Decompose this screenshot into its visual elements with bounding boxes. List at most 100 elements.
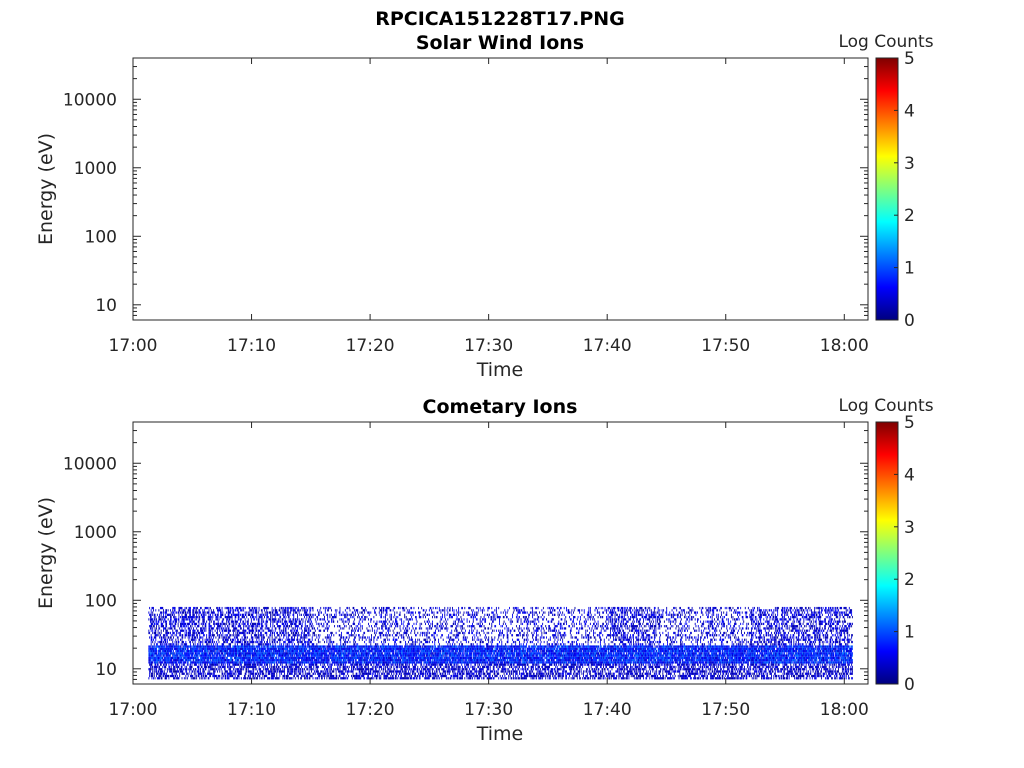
spectrogram-cell xyxy=(174,618,176,621)
spectrogram-cell xyxy=(301,652,303,655)
spectrogram-cell xyxy=(172,611,174,614)
spectrogram-cell xyxy=(191,665,193,669)
spectrogram-cell xyxy=(312,615,314,619)
spectrogram-cell xyxy=(326,627,328,630)
spectrogram-cell xyxy=(304,643,306,646)
spectrogram-cell xyxy=(156,656,158,660)
spectrogram-cell xyxy=(347,668,349,671)
spectrogram-cell xyxy=(210,656,211,660)
spectrogram-cell xyxy=(206,643,208,646)
spectrogram-cell xyxy=(287,661,289,664)
spectrogram-cell xyxy=(340,656,342,660)
spectrogram-cell xyxy=(294,634,295,637)
spectrogram-cell xyxy=(272,677,274,680)
spectrogram-cell xyxy=(200,659,202,662)
spectrogram-cell xyxy=(164,672,166,675)
spectrogram-cell xyxy=(208,665,210,669)
spectrogram-cell xyxy=(342,672,344,675)
spectrogram-cell xyxy=(331,643,333,646)
spectrogram-cell xyxy=(255,649,257,653)
spectrogram-cell xyxy=(203,663,205,666)
spectrogram-cell xyxy=(216,661,218,664)
spectrogram-cell xyxy=(320,618,322,621)
spectrogram-cell xyxy=(290,606,292,610)
spectrogram-cell xyxy=(274,672,275,675)
spectrogram-cell xyxy=(181,629,183,632)
spectrogram-cell xyxy=(274,631,275,635)
spectrogram-cell xyxy=(176,640,178,644)
spectrogram-cell xyxy=(337,670,339,673)
spectrogram-cell xyxy=(225,638,227,641)
spectrogram-cell xyxy=(165,647,167,650)
spectrogram-cell xyxy=(280,647,282,650)
spectrogram-cell xyxy=(223,638,225,641)
spectrogram-cell xyxy=(196,649,198,653)
spectrogram-cell xyxy=(342,668,344,671)
spectrogram-cell xyxy=(149,659,151,662)
spectrogram-cell xyxy=(278,645,280,648)
spectrogram-cell xyxy=(282,661,284,664)
spectrogram-cell xyxy=(350,659,352,662)
spectrogram-cell xyxy=(344,670,346,673)
spectrogram-cell xyxy=(269,629,271,632)
spectrogram-cell xyxy=(267,663,268,666)
spectrogram-cell xyxy=(343,620,345,623)
spectrogram-cell xyxy=(173,606,174,610)
spectrogram-cell xyxy=(208,609,210,612)
spectrogram-cell xyxy=(341,677,342,680)
spectrogram-cell xyxy=(227,638,228,641)
spectrogram-cell xyxy=(309,645,311,648)
spectrogram-cell xyxy=(314,652,315,655)
x-tick-label: 17:10 xyxy=(227,336,276,356)
spectrogram-cell xyxy=(250,654,252,657)
spectrogram-cell xyxy=(304,661,305,664)
spectrogram-cell xyxy=(333,670,335,673)
spectrogram-cell xyxy=(245,668,247,671)
spectrogram-cell xyxy=(182,622,184,626)
spectrogram-cell xyxy=(169,674,171,678)
spectrogram-cell xyxy=(151,652,153,655)
spectrogram-cell xyxy=(282,652,284,655)
spectrogram-cell xyxy=(159,649,161,653)
spectrogram-cell xyxy=(324,649,326,653)
spectrogram-cell xyxy=(151,622,153,626)
spectrogram-cell xyxy=(334,609,336,612)
spectrogram-cell xyxy=(176,670,178,673)
spectrogram-cell xyxy=(190,674,191,678)
spectrogram-cell xyxy=(164,661,166,664)
spectrogram-cell xyxy=(324,672,326,675)
spectrogram-cell xyxy=(274,606,276,610)
spectrogram-cell xyxy=(270,663,272,666)
spectrogram-cell xyxy=(180,622,181,626)
spectrogram-cell xyxy=(321,659,322,662)
spectrogram-cell xyxy=(227,649,228,653)
spectrogram-cell xyxy=(184,609,186,612)
spectrogram-cell xyxy=(331,663,332,666)
spectrogram-cell xyxy=(320,652,322,655)
spectrogram-cell xyxy=(326,661,328,664)
spectrogram-cell xyxy=(179,647,181,650)
spectrogram-cell xyxy=(160,625,162,628)
spectrogram-cell xyxy=(260,670,262,673)
spectrogram-cell xyxy=(296,670,298,673)
spectrogram-cell xyxy=(225,615,227,619)
spectrogram-cell xyxy=(229,647,231,650)
spectrogram-cell xyxy=(211,645,213,648)
spectrogram-cell xyxy=(242,631,244,635)
spectrogram-cell xyxy=(205,649,207,653)
spectrogram-cell xyxy=(262,613,264,616)
spectrogram-cell xyxy=(319,652,321,655)
spectrogram-cell xyxy=(284,609,285,612)
spectrogram-cell xyxy=(287,674,289,678)
spectrogram-cell xyxy=(220,627,222,630)
spectrogram-cell xyxy=(182,649,184,653)
spectrogram-cell xyxy=(173,627,175,630)
spectrogram-cell xyxy=(338,652,340,655)
spectrogram-cell xyxy=(261,634,263,637)
spectrogram-cell xyxy=(159,668,161,671)
spectrogram-cell xyxy=(150,661,152,664)
spectrogram-cell xyxy=(172,634,174,637)
spectrogram-cell xyxy=(217,620,219,623)
spectrogram-cell xyxy=(282,622,284,626)
spectrogram-cell xyxy=(343,636,345,639)
